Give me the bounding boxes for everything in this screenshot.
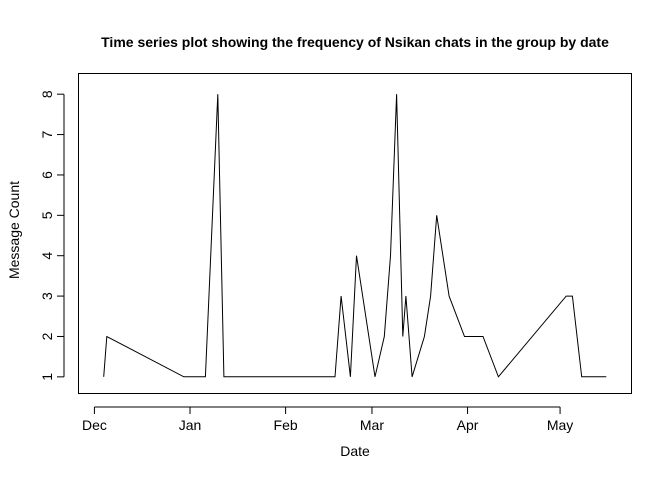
y-tick-label: 5 xyxy=(39,211,55,219)
x-tick-label: Apr xyxy=(457,417,479,433)
x-tick-label: Mar xyxy=(360,417,384,433)
x-tick-label: May xyxy=(547,417,573,433)
x-axis: Dec Jan Feb Mar Apr May xyxy=(82,406,573,433)
y-tick-label: 4 xyxy=(39,252,55,260)
y-axis-label: Message Count xyxy=(6,181,22,279)
x-tick-label: Dec xyxy=(82,417,107,433)
chart-title: Time series plot showing the frequency o… xyxy=(101,34,609,50)
y-tick-label: 7 xyxy=(39,130,55,138)
y-tick-label: 2 xyxy=(39,332,55,340)
series-line xyxy=(103,94,607,378)
x-tick-label: Feb xyxy=(274,417,298,433)
y-tick-label: 6 xyxy=(39,171,55,179)
x-tick-label: Jan xyxy=(179,417,202,433)
y-tick-label: 8 xyxy=(39,90,55,98)
x-axis-label: Date xyxy=(340,443,370,459)
y-tick-label: 1 xyxy=(39,373,55,381)
y-axis: 1 2 3 4 5 6 7 8 xyxy=(39,90,65,381)
plot-frame xyxy=(78,73,632,394)
y-tick-label: 3 xyxy=(39,292,55,300)
